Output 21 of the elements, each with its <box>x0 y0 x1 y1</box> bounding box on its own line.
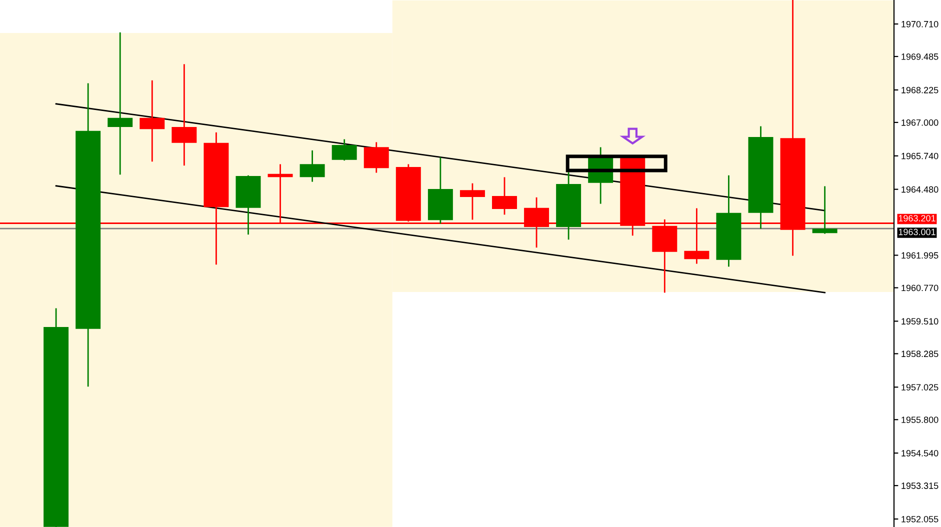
y-tick-label: 1965.740 <box>902 152 938 160</box>
y-tick-label: 1957.025 <box>902 384 938 390</box>
y-tick-label: 1967.000 <box>902 119 938 126</box>
y-tick-label: 1959.510 <box>902 318 938 325</box>
y-tick-label: 1958.285 <box>902 350 938 358</box>
y-tick-label: 1954.540 <box>902 450 938 456</box>
y-tick-label: 1952.055 <box>902 516 938 522</box>
y-tick-label: 1970.710 <box>902 20 938 28</box>
candlestick <box>140 80 165 162</box>
ref-line-label: 1963.201 <box>898 215 936 222</box>
y-tick-label: 1961.995 <box>902 252 938 259</box>
y-tick-label: 1964.480 <box>902 186 938 193</box>
candlestick <box>812 186 838 234</box>
y-tick-label: 1968.225 <box>902 86 938 94</box>
y-tick-label: 1969.485 <box>902 53 938 60</box>
candlestick <box>460 183 485 220</box>
y-tick-label: 1960.770 <box>902 284 938 292</box>
ref-line-label: 1963.001 <box>898 228 936 236</box>
candlestick <box>108 32 133 175</box>
y-tick-label: 1953.315 <box>902 482 938 489</box>
y-tick-label: 1955.800 <box>902 416 938 423</box>
